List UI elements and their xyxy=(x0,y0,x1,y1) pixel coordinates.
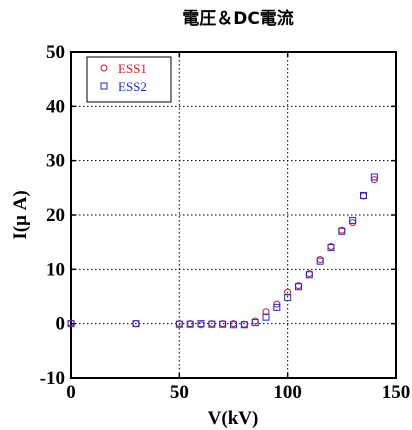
y-tick-label: 0 xyxy=(56,314,66,335)
data-point-ess2 xyxy=(284,294,292,302)
y-tick-label: 10 xyxy=(46,259,65,280)
x-tick-label: 0 xyxy=(66,382,76,403)
x-tick-label: 150 xyxy=(382,382,411,403)
y-tick-label: 50 xyxy=(46,42,65,63)
y-tick-labels: -10 0 10 20 30 40 50 xyxy=(40,42,65,389)
data-point-ess1 xyxy=(284,288,292,296)
data-point-ess1 xyxy=(251,317,259,325)
legend-label-ess1: ESS1 xyxy=(118,61,147,76)
x-tick-label: 100 xyxy=(273,382,302,403)
y-tick-label: -10 xyxy=(40,368,65,389)
data-point-ess2 xyxy=(370,173,378,181)
data-point-ess2 xyxy=(295,283,302,291)
data-point-ess2 xyxy=(273,303,281,311)
data-point-ess2 xyxy=(360,191,367,199)
data-point-ess2 xyxy=(240,321,248,329)
data-point-ess2 xyxy=(208,320,216,328)
data-point-ess2 xyxy=(175,320,183,328)
data-point-ess2 xyxy=(219,320,227,328)
data-point-ess2 xyxy=(262,313,270,321)
data-point-ess2 xyxy=(186,320,194,328)
data-point-ess2 xyxy=(349,216,357,224)
legend-marker-ess2 xyxy=(100,82,108,90)
legend-label-ess2: ESS2 xyxy=(118,79,147,94)
data-point-ess2 xyxy=(67,320,75,328)
data-point-ess2 xyxy=(327,244,335,252)
legend-box xyxy=(86,56,172,103)
data-point-ess2 xyxy=(316,257,324,265)
y-axis-label: I(μ A) xyxy=(10,190,31,239)
y-tick-label: 20 xyxy=(46,205,65,226)
data-point-ess2 xyxy=(132,320,140,328)
data-point-ess1 xyxy=(316,256,324,264)
legend: ESS1 ESS2 xyxy=(86,56,172,103)
data-point-ess1 xyxy=(262,308,270,316)
legend-marker-ess1 xyxy=(100,64,108,72)
x-axis-label: V(kV) xyxy=(208,408,259,429)
x-tick-labels: 0 50 100 150 xyxy=(66,382,410,403)
data-point-ess2 xyxy=(230,321,237,329)
y-tick-label: 30 xyxy=(46,151,65,172)
data-point-ess2 xyxy=(197,320,205,328)
y-tick-label: 40 xyxy=(46,96,65,117)
data-point-ess2 xyxy=(338,227,346,235)
data-point-ess2 xyxy=(251,319,259,327)
tick-marks xyxy=(70,51,397,379)
data-point-ess2 xyxy=(305,271,313,279)
x-tick-label: 50 xyxy=(170,382,189,403)
chart-title: 電圧＆DC電流 xyxy=(182,8,294,29)
data-points xyxy=(67,173,378,329)
data-point-ess1 xyxy=(349,219,357,227)
